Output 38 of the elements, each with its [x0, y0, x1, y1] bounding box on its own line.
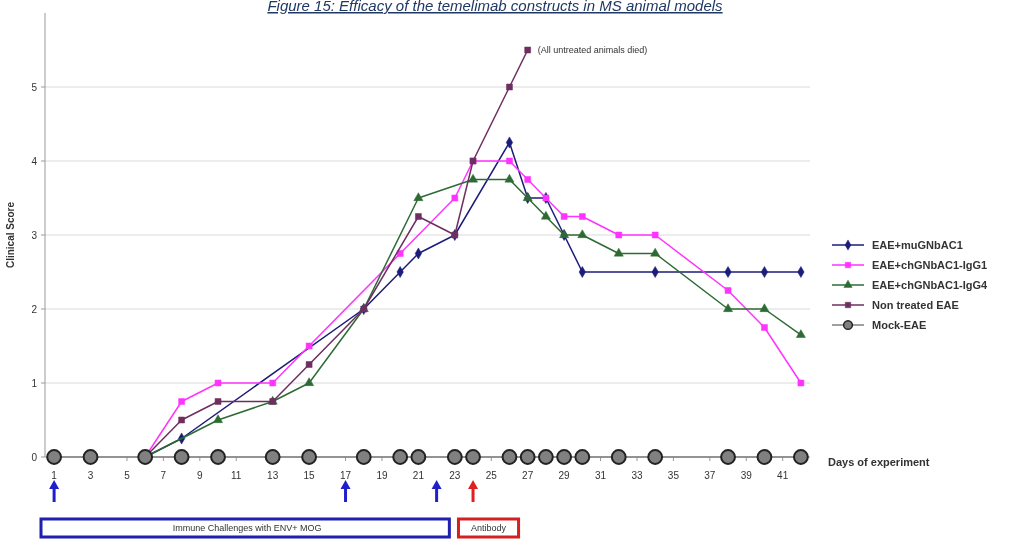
x-tick-label: 41	[777, 470, 789, 481]
chart-title: Figure 15: Efficacy of the temelimab constructs in MS animal models	[267, 0, 724, 14]
x-tick-label: 29	[558, 470, 571, 481]
x-tick-label: 13	[267, 470, 279, 481]
x-tick-label: 19	[376, 470, 388, 481]
x-tick-label: 31	[594, 470, 607, 481]
legend-label: EAE+muGNbAC1	[872, 238, 963, 251]
text: Antibody	[471, 523, 507, 534]
legend-label: Non treated EAE	[872, 298, 959, 311]
annotation: (All untreated animals died)	[537, 45, 648, 56]
x-tick-label: 3	[87, 470, 94, 481]
y-axis-title: Clinical Score	[5, 201, 16, 269]
x-tick-label: 11	[231, 470, 242, 481]
x-tick-label: 7	[160, 470, 167, 481]
x-tick-label: 23	[449, 470, 461, 481]
x-tick-label: 9	[197, 470, 204, 481]
y-tick-label: 4	[31, 155, 38, 167]
y-tick-label: 5	[31, 81, 38, 93]
x-tick-label: 35	[667, 470, 680, 481]
x-tick-label: 27	[522, 470, 534, 481]
x-tick-label: 37	[704, 470, 716, 481]
x-tick-label: 25	[485, 470, 498, 481]
legend-label: Mock-EAE	[872, 318, 927, 331]
y-tick-label: 3	[31, 229, 38, 241]
x-tick-label: 21	[412, 470, 425, 481]
y-tick-label: 0	[31, 451, 38, 463]
x-axis-title: Days of experiment	[828, 456, 930, 468]
x-tick-label: 5	[124, 470, 131, 481]
x-tick-label: 15	[303, 470, 316, 481]
text: Immune Challenges with ENV+ MOG	[172, 523, 322, 534]
legend-label: EAE+chGNbAC1-IgG1	[872, 258, 988, 271]
y-tick-label: 1	[31, 377, 38, 389]
x-tick-label: 1	[51, 470, 58, 481]
y-tick-label: 2	[31, 303, 38, 315]
x-tick-label: 39	[740, 470, 753, 481]
legend-label: EAE+chGNbAC1-IgG4	[872, 278, 989, 291]
x-tick-label: 17	[339, 470, 352, 481]
x-tick-label: 33	[631, 470, 643, 481]
